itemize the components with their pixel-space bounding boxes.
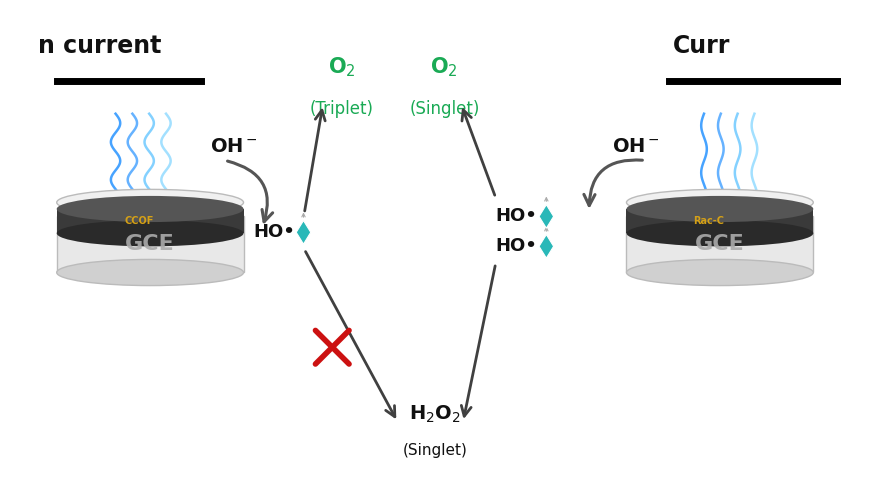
Polygon shape bbox=[56, 209, 243, 233]
FancyArrowPatch shape bbox=[228, 161, 272, 222]
Ellipse shape bbox=[56, 259, 243, 285]
Text: (Singlet): (Singlet) bbox=[402, 443, 467, 459]
Text: H$_2$O$_2$: H$_2$O$_2$ bbox=[408, 403, 461, 425]
Text: (Singlet): (Singlet) bbox=[408, 100, 479, 118]
Circle shape bbox=[146, 0, 172, 13]
Ellipse shape bbox=[56, 189, 243, 215]
Text: n current: n current bbox=[38, 34, 162, 59]
Polygon shape bbox=[626, 215, 813, 273]
Text: e$^-$: e$^-$ bbox=[115, 5, 129, 16]
Text: -e: -e bbox=[202, 193, 224, 212]
Polygon shape bbox=[539, 205, 553, 228]
Text: HO•: HO• bbox=[495, 237, 537, 255]
Text: O$_2$: O$_2$ bbox=[328, 56, 355, 79]
Text: O$_2$: O$_2$ bbox=[430, 56, 458, 79]
Ellipse shape bbox=[626, 196, 813, 222]
Text: HO•: HO• bbox=[253, 223, 295, 242]
Text: HO•: HO• bbox=[495, 208, 537, 225]
Text: CCOF: CCOF bbox=[124, 216, 154, 226]
Ellipse shape bbox=[56, 196, 243, 222]
Circle shape bbox=[109, 0, 135, 24]
Text: Curr: Curr bbox=[673, 34, 730, 59]
Text: OH$^-$: OH$^-$ bbox=[611, 137, 659, 156]
Polygon shape bbox=[56, 215, 243, 273]
Text: e$^-$: e$^-$ bbox=[152, 0, 167, 5]
Text: -e: -e bbox=[643, 193, 665, 212]
Polygon shape bbox=[295, 220, 310, 244]
Text: (Triplet): (Triplet) bbox=[309, 100, 373, 118]
Text: e$^-$: e$^-$ bbox=[716, 0, 731, 7]
Ellipse shape bbox=[56, 220, 243, 246]
FancyArrowPatch shape bbox=[583, 160, 641, 206]
Ellipse shape bbox=[626, 189, 813, 215]
Text: GCE: GCE bbox=[694, 235, 744, 254]
Ellipse shape bbox=[626, 220, 813, 246]
Text: OH$^-$: OH$^-$ bbox=[210, 137, 258, 156]
Polygon shape bbox=[626, 209, 813, 233]
Text: Rac-C: Rac-C bbox=[693, 216, 723, 226]
Ellipse shape bbox=[626, 259, 813, 285]
Circle shape bbox=[711, 0, 737, 15]
Text: GCE: GCE bbox=[125, 235, 175, 254]
Polygon shape bbox=[539, 235, 553, 258]
